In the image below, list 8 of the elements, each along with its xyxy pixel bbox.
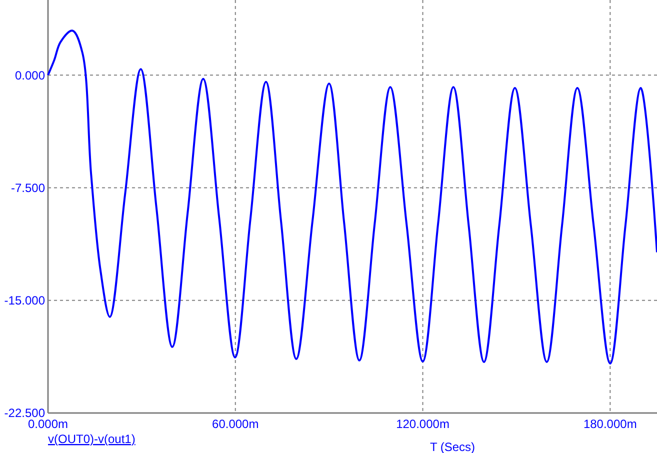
x-tick-label: 180.000m bbox=[583, 417, 637, 431]
y-tick-label: -15.000 bbox=[4, 294, 46, 308]
x-tick-label: 60.000m bbox=[212, 417, 259, 431]
x-tick-label: 120.000m bbox=[396, 417, 450, 431]
y-tick-label: 0.000 bbox=[14, 68, 46, 82]
y-tick-label: -7.500 bbox=[10, 180, 46, 195]
line-series bbox=[47, 30, 657, 364]
text: v(OUT0)-v(out1) bbox=[48, 432, 136, 446]
